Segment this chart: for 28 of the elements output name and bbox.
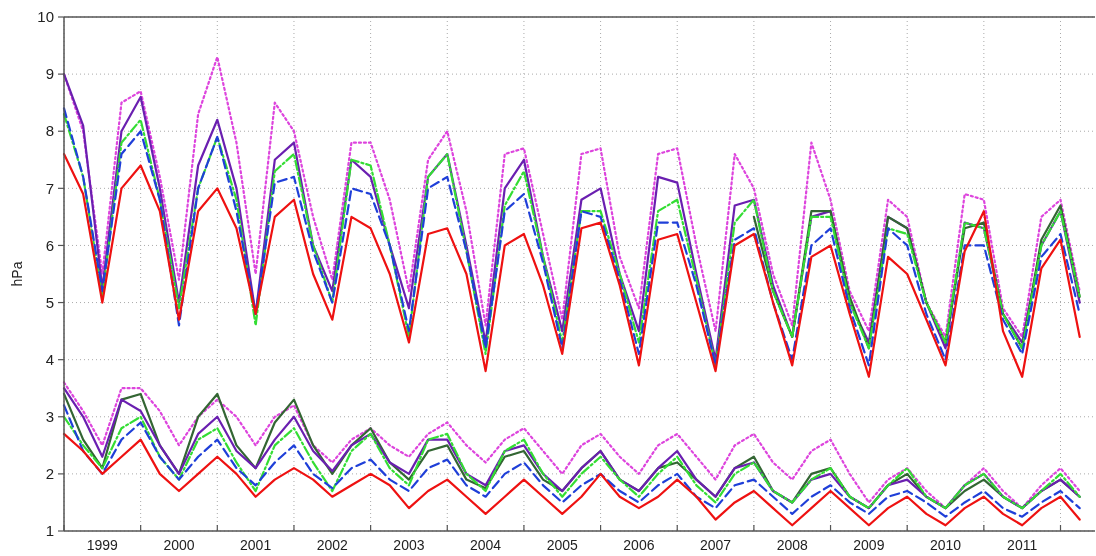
y-tick-label: 10 [37, 8, 54, 26]
y-tick-label: 2 [45, 465, 54, 483]
x-tick-label: 2006 [623, 537, 655, 553]
y-axis-title: hPa [9, 261, 25, 287]
line-series [62, 415, 1081, 510]
x-tick-label: 2011 [1007, 537, 1038, 553]
x-tick-label: 2009 [853, 537, 885, 553]
x-tick-label: 2002 [316, 537, 349, 553]
x-tick-label: 2003 [393, 537, 425, 553]
y-tick-label: 3 [45, 408, 54, 426]
line-series [62, 432, 1081, 527]
x-tick-label: 2001 [240, 537, 272, 553]
y-tick-label: 6 [45, 236, 54, 254]
x-tick-label: 1999 [86, 537, 119, 553]
x-tick-label: 2010 [929, 537, 962, 553]
x-tick-label: 2007 [699, 537, 732, 553]
x-tick-label: 2008 [776, 537, 808, 553]
line-series [62, 404, 1081, 518]
y-tick-label: 1 [45, 522, 54, 540]
x-tick-label: 2004 [470, 537, 502, 553]
y-tick-label: 9 [45, 65, 54, 83]
y-tick-label: 8 [45, 122, 54, 140]
y-tick-label: 5 [45, 293, 54, 311]
x-tick-label: 2005 [546, 537, 579, 553]
y-tick-label: 4 [45, 350, 54, 368]
line-series [62, 152, 1081, 378]
y-tick-label: 7 [45, 179, 54, 197]
x-tick-label: 2000 [163, 537, 195, 553]
